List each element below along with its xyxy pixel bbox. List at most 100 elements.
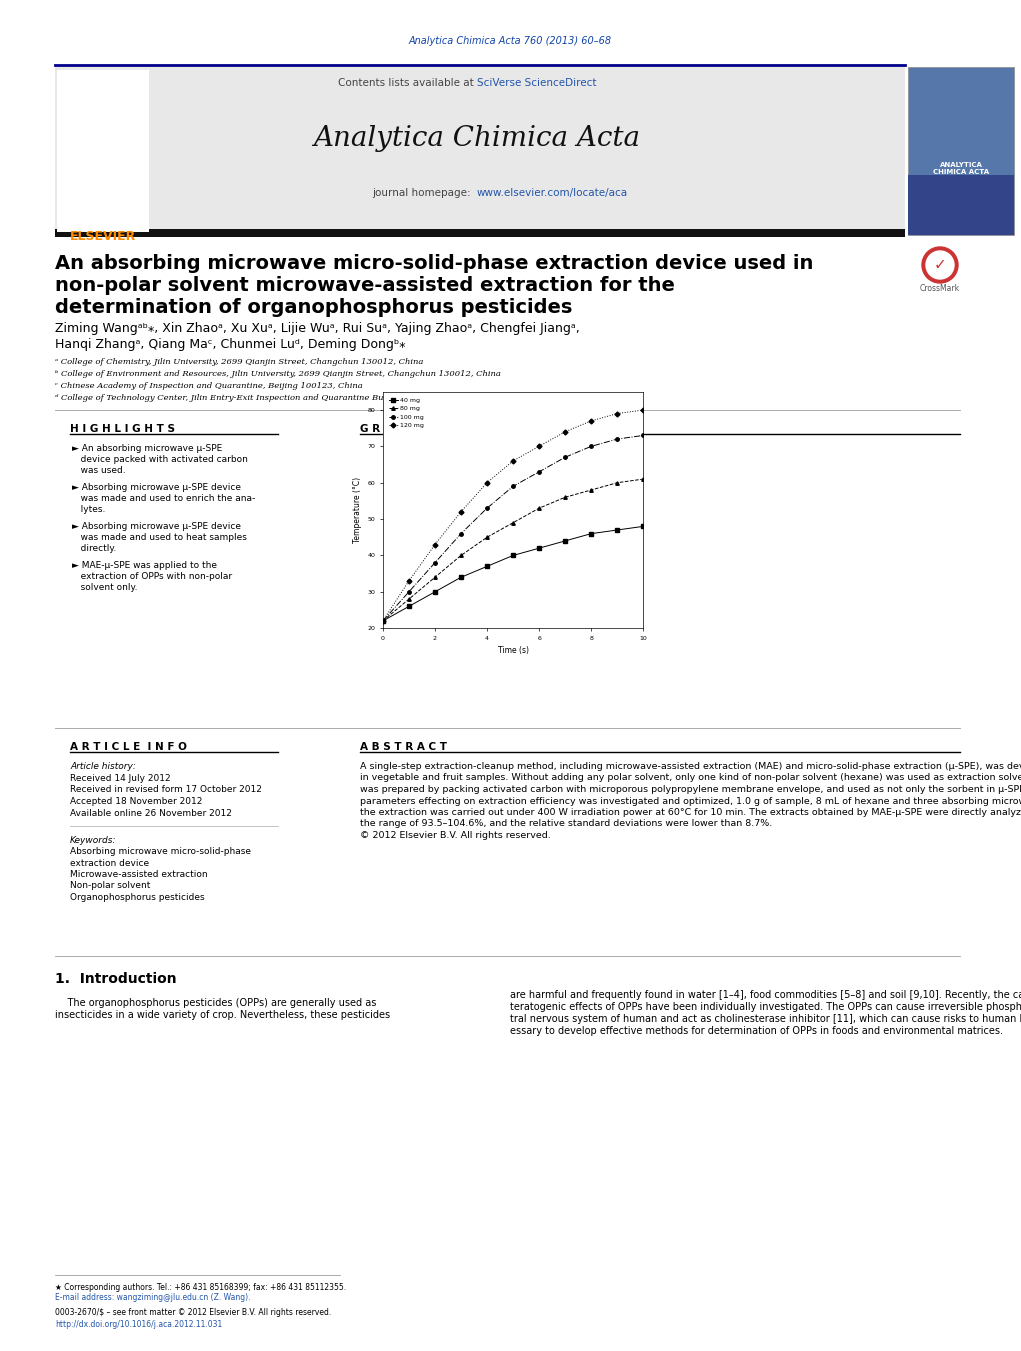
Legend: 40 mg, 80 mg, 100 mg, 120 mg: 40 mg, 80 mg, 100 mg, 120 mg bbox=[386, 394, 426, 431]
Text: directly.: directly. bbox=[72, 544, 116, 553]
40 mg bbox=[429, 584, 441, 600]
Text: Keywords:: Keywords: bbox=[70, 836, 116, 844]
Text: in vegetable and fruit samples. Without adding any polar solvent, only one kind : in vegetable and fruit samples. Without … bbox=[360, 774, 1021, 782]
120 mg bbox=[533, 438, 545, 454]
Bar bbox=[55, 65, 905, 235]
40 mg bbox=[507, 547, 520, 563]
80 mg bbox=[481, 530, 493, 546]
Line: 40 mg: 40 mg bbox=[381, 524, 645, 623]
100 mg bbox=[637, 427, 649, 443]
Text: non-polar solvent microwave-assisted extraction for the: non-polar solvent microwave-assisted ext… bbox=[55, 276, 675, 295]
40 mg bbox=[481, 558, 493, 574]
Text: teratogenic effects of OPPs have been individually investigated. The OPPs can ca: teratogenic effects of OPPs have been in… bbox=[510, 1002, 1021, 1012]
40 mg bbox=[402, 598, 415, 615]
Text: was made and used to heat samples: was made and used to heat samples bbox=[72, 534, 247, 542]
Text: Received 14 July 2012: Received 14 July 2012 bbox=[70, 774, 171, 784]
Text: extraction device: extraction device bbox=[70, 858, 149, 867]
100 mg bbox=[429, 555, 441, 571]
120 mg bbox=[402, 573, 415, 589]
80 mg bbox=[637, 471, 649, 488]
Text: Received in revised form 17 October 2012: Received in revised form 17 October 2012 bbox=[70, 785, 261, 794]
Circle shape bbox=[926, 251, 954, 280]
Text: ᶜ Chinese Academy of Inspection and Quarantine, Beijing 100123, China: ᶜ Chinese Academy of Inspection and Quar… bbox=[55, 382, 362, 390]
120 mg bbox=[455, 504, 468, 520]
Text: G R A P H I C A L  A B S T R A C T: G R A P H I C A L A B S T R A C T bbox=[360, 424, 550, 434]
Text: An absorbing microwave micro-solid-phase extraction device used in: An absorbing microwave micro-solid-phase… bbox=[55, 254, 814, 273]
Text: extraction of OPPs with non-polar: extraction of OPPs with non-polar bbox=[72, 571, 232, 581]
Bar bbox=[908, 176, 1014, 235]
Text: ᵃ College of Chemistry, Jilin University, 2699 Qianjin Street, Changchun 130012,: ᵃ College of Chemistry, Jilin University… bbox=[55, 358, 424, 366]
100 mg bbox=[481, 500, 493, 516]
100 mg bbox=[560, 449, 572, 465]
Text: essary to develop effective methods for determination of OPPs in foods and envir: essary to develop effective methods for … bbox=[510, 1025, 1003, 1036]
40 mg bbox=[585, 526, 597, 542]
Text: are harmful and frequently found in water [1–4], food commodities [5–8] and soil: are harmful and frequently found in wate… bbox=[510, 990, 1021, 1000]
80 mg bbox=[507, 515, 520, 531]
100 mg bbox=[533, 463, 545, 480]
Line: 120 mg: 120 mg bbox=[381, 408, 645, 623]
120 mg bbox=[585, 413, 597, 430]
Text: http://dx.doi.org/10.1016/j.aca.2012.11.031: http://dx.doi.org/10.1016/j.aca.2012.11.… bbox=[55, 1320, 223, 1329]
X-axis label: Time (s): Time (s) bbox=[497, 646, 529, 655]
Text: ANALYTICA
CHIMICA ACTA: ANALYTICA CHIMICA ACTA bbox=[933, 162, 989, 176]
80 mg bbox=[377, 613, 389, 630]
40 mg bbox=[533, 540, 545, 557]
Text: SciVerse ScienceDirect: SciVerse ScienceDirect bbox=[477, 78, 596, 88]
Text: Article history:: Article history: bbox=[70, 762, 136, 771]
40 mg bbox=[611, 521, 623, 538]
80 mg bbox=[533, 500, 545, 516]
40 mg bbox=[455, 569, 468, 585]
Text: Non-polar solvent: Non-polar solvent bbox=[70, 881, 150, 890]
Text: Organophosphorus pesticides: Organophosphorus pesticides bbox=[70, 893, 204, 902]
100 mg bbox=[455, 526, 468, 542]
Text: the range of 93.5–104.6%, and the relative standard deviations were lower than 8: the range of 93.5–104.6%, and the relati… bbox=[360, 820, 772, 828]
Text: Analytica Chimica Acta: Analytica Chimica Acta bbox=[313, 126, 640, 153]
Text: ► Absorbing microwave μ-SPE device: ► Absorbing microwave μ-SPE device bbox=[72, 521, 241, 531]
Text: ► An absorbing microwave μ-SPE: ► An absorbing microwave μ-SPE bbox=[72, 444, 223, 453]
Text: H I G H L I G H T S: H I G H L I G H T S bbox=[70, 424, 175, 434]
Text: 1.  Introduction: 1. Introduction bbox=[55, 971, 177, 986]
Text: was prepared by packing activated carbon with microporous polypropylene membrane: was prepared by packing activated carbon… bbox=[360, 785, 1021, 794]
Text: parameters effecting on extraction efficiency was investigated and optimized, 1.: parameters effecting on extraction effic… bbox=[360, 797, 1021, 805]
Text: was made and used to enrich the ana-: was made and used to enrich the ana- bbox=[72, 494, 255, 503]
Text: ★ Corresponding authors. Tel.: +86 431 85168399; fax: +86 431 85112355.: ★ Corresponding authors. Tel.: +86 431 8… bbox=[55, 1283, 346, 1292]
Text: ELSEVIER: ELSEVIER bbox=[69, 230, 136, 243]
80 mg bbox=[585, 482, 597, 499]
Text: © 2012 Elsevier B.V. All rights reserved.: © 2012 Elsevier B.V. All rights reserved… bbox=[360, 831, 550, 840]
Text: ► Absorbing microwave μ-SPE device: ► Absorbing microwave μ-SPE device bbox=[72, 484, 241, 492]
Text: insecticides in a wide variety of crop. Nevertheless, these pesticides: insecticides in a wide variety of crop. … bbox=[55, 1011, 390, 1020]
Bar bbox=[57, 70, 149, 232]
Text: The organophosphorus pesticides (OPPs) are generally used as: The organophosphorus pesticides (OPPs) a… bbox=[55, 998, 377, 1008]
Text: ► MAE-μ-SPE was applied to the: ► MAE-μ-SPE was applied to the bbox=[72, 561, 217, 570]
80 mg bbox=[560, 489, 572, 505]
100 mg bbox=[402, 584, 415, 600]
120 mg bbox=[637, 401, 649, 417]
80 mg bbox=[402, 590, 415, 607]
Text: ✓: ✓ bbox=[933, 258, 946, 273]
Text: A B S T R A C T: A B S T R A C T bbox=[360, 742, 447, 753]
Circle shape bbox=[922, 247, 958, 282]
Text: device packed with activated carbon: device packed with activated carbon bbox=[72, 455, 248, 463]
Text: solvent only.: solvent only. bbox=[72, 584, 138, 592]
120 mg bbox=[377, 613, 389, 630]
Line: 100 mg: 100 mg bbox=[381, 434, 645, 623]
Text: ᵇ College of Environment and Resources, Jilin University, 2699 Qianjin Street, C: ᵇ College of Environment and Resources, … bbox=[55, 370, 501, 378]
Text: A single-step extraction-cleanup method, including microwave-assisted extraction: A single-step extraction-cleanup method,… bbox=[360, 762, 1021, 771]
Text: Hanqi Zhangᵃ, Qiang Maᶜ, Chunmei Luᵈ, Deming Dongᵇ⁎: Hanqi Zhangᵃ, Qiang Maᶜ, Chunmei Luᵈ, De… bbox=[55, 338, 405, 351]
Text: E-mail address: wangziming@jlu.edu.cn (Z. Wang).: E-mail address: wangziming@jlu.edu.cn (Z… bbox=[55, 1293, 250, 1302]
80 mg bbox=[455, 547, 468, 563]
100 mg bbox=[611, 431, 623, 447]
120 mg bbox=[611, 405, 623, 422]
Text: Analytica Chimica Acta 760 (2013) 60–68: Analytica Chimica Acta 760 (2013) 60–68 bbox=[408, 36, 612, 46]
100 mg bbox=[585, 438, 597, 454]
40 mg bbox=[377, 613, 389, 630]
Bar bbox=[55, 230, 905, 236]
80 mg bbox=[611, 474, 623, 490]
Text: the extraction was carried out under 400 W irradiation power at 60°C for 10 min.: the extraction was carried out under 400… bbox=[360, 808, 1021, 817]
40 mg bbox=[637, 519, 649, 535]
Text: www.elsevier.com/locate/aca: www.elsevier.com/locate/aca bbox=[477, 188, 628, 199]
Text: was used.: was used. bbox=[72, 466, 126, 476]
80 mg bbox=[429, 569, 441, 585]
Text: CrossMark: CrossMark bbox=[920, 284, 960, 293]
Y-axis label: Temperature (°C): Temperature (°C) bbox=[353, 477, 361, 543]
